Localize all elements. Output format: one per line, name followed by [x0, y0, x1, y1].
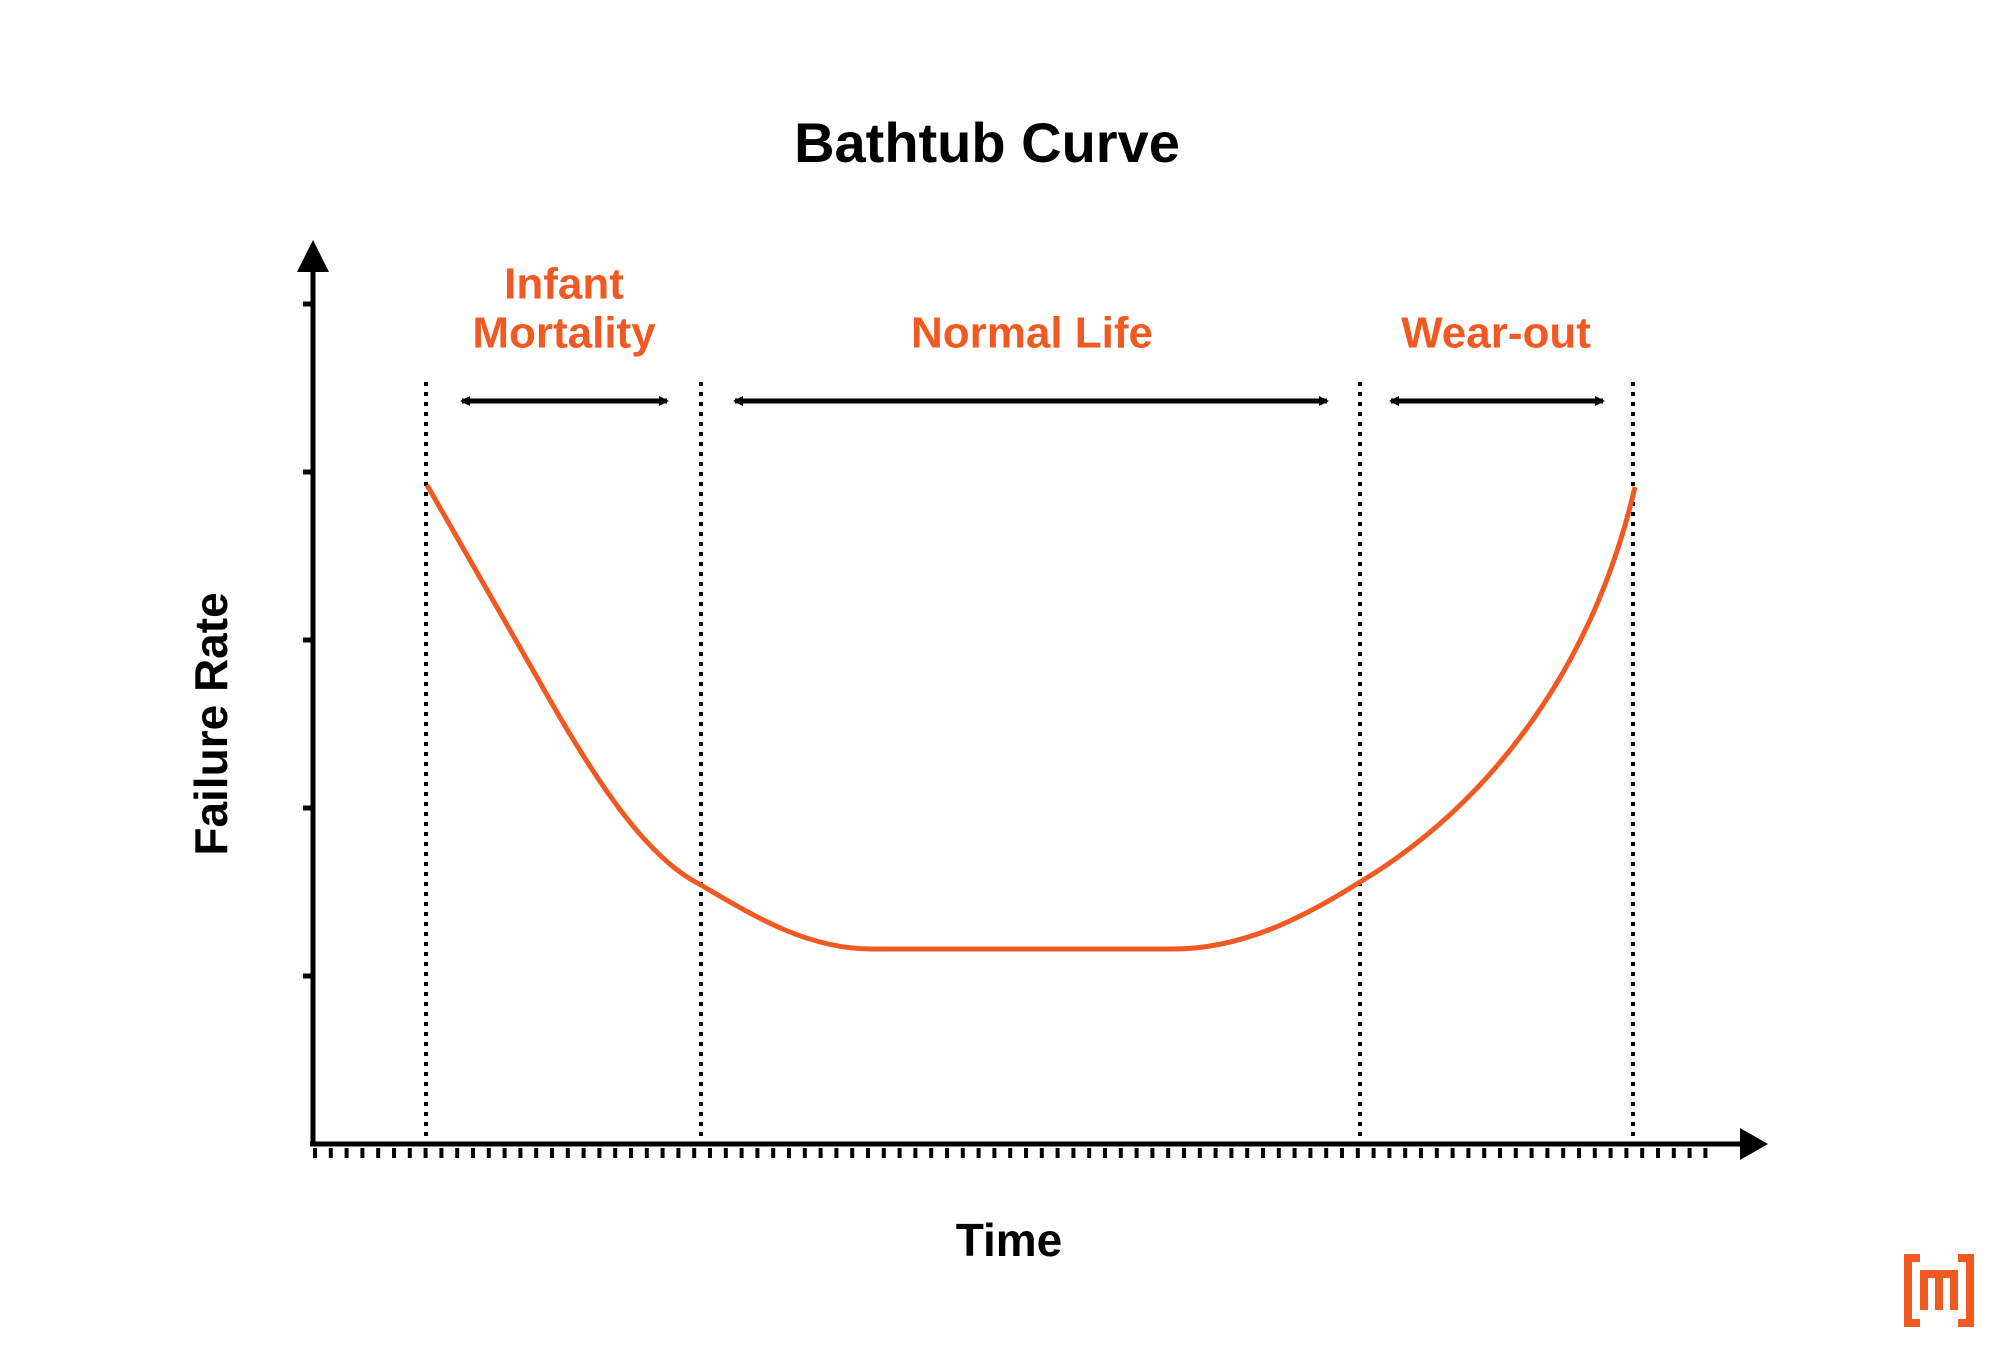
x-axis-arrow: [1740, 1128, 1768, 1160]
x-axis-label: Time: [956, 1214, 1063, 1266]
y-axis-arrow: [297, 240, 329, 272]
title: Bathtub Curve: [794, 111, 1180, 174]
bathtub-curve: [424, 483, 1638, 952]
phase-label: Wear-out: [1401, 309, 1591, 358]
phase-dividers: [424, 382, 1635, 1140]
phase-label: Infant: [504, 260, 624, 309]
phase-label: Normal Life: [911, 309, 1153, 358]
phase-label: Mortality: [472, 309, 656, 358]
y-axis-ticks: [303, 301, 313, 979]
logo: [1904, 1254, 1974, 1327]
y-axis-label: Failure Rate: [185, 592, 237, 855]
